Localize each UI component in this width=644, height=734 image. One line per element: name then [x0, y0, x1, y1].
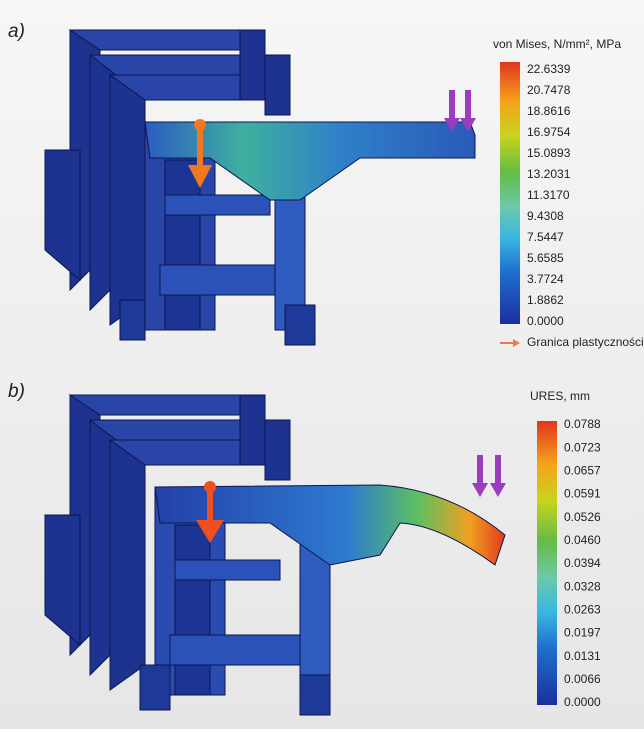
panel-label: b): [8, 381, 25, 402]
colorbar-label: 0.0526: [564, 510, 601, 524]
colorbar-label: 0.0263: [564, 603, 601, 617]
colorbar-label: 0.0788: [564, 417, 601, 431]
colorbar-label: 22.6339: [527, 62, 571, 76]
colorbar-label: 15.0893: [527, 146, 571, 160]
colorbar-label: 16.9754: [527, 125, 571, 139]
colorbar-label: 0.0131: [564, 649, 601, 663]
figure: a) von Mises, N/mm², MPa Granica plastyc…: [0, 0, 644, 729]
colorbar: [537, 421, 557, 705]
colorbar-label: 7.5447: [527, 230, 564, 244]
colorbar-label: 1.8862: [527, 293, 564, 307]
panel-label: a): [8, 21, 25, 42]
colorbar-label: 0.0394: [564, 556, 601, 570]
colorbar-label: 0.0723: [564, 440, 601, 454]
colorbar-label: 0.0197: [564, 626, 601, 640]
colorbar-label: 0.0591: [564, 487, 601, 501]
legend-title: URES, mm: [530, 389, 590, 403]
colorbar-label: 0.0328: [564, 579, 601, 593]
colorbar-label: 0.0460: [564, 533, 601, 547]
colorbar-label: 9.4308: [527, 209, 564, 223]
colorbar-label: 20.7478: [527, 83, 571, 97]
colorbar-label: 0.0657: [564, 464, 601, 478]
colorbar-label: 11.3170: [527, 188, 570, 202]
colorbar-label: 13.2031: [527, 167, 571, 181]
colorbar-label: 0.0000: [527, 314, 564, 328]
colorbar-label: 5.6585: [527, 251, 564, 265]
colorbar: [500, 62, 520, 324]
note: Granica plastyczności 620.4220: [527, 335, 644, 349]
colorbar-label: 0.0066: [564, 672, 601, 686]
legend-title: von Mises, N/mm², MPa: [493, 37, 621, 51]
colorbar-label: 18.8616: [527, 104, 571, 118]
colorbar-label: 0.0000: [564, 695, 601, 709]
colorbar-label: 3.7724: [527, 272, 564, 286]
